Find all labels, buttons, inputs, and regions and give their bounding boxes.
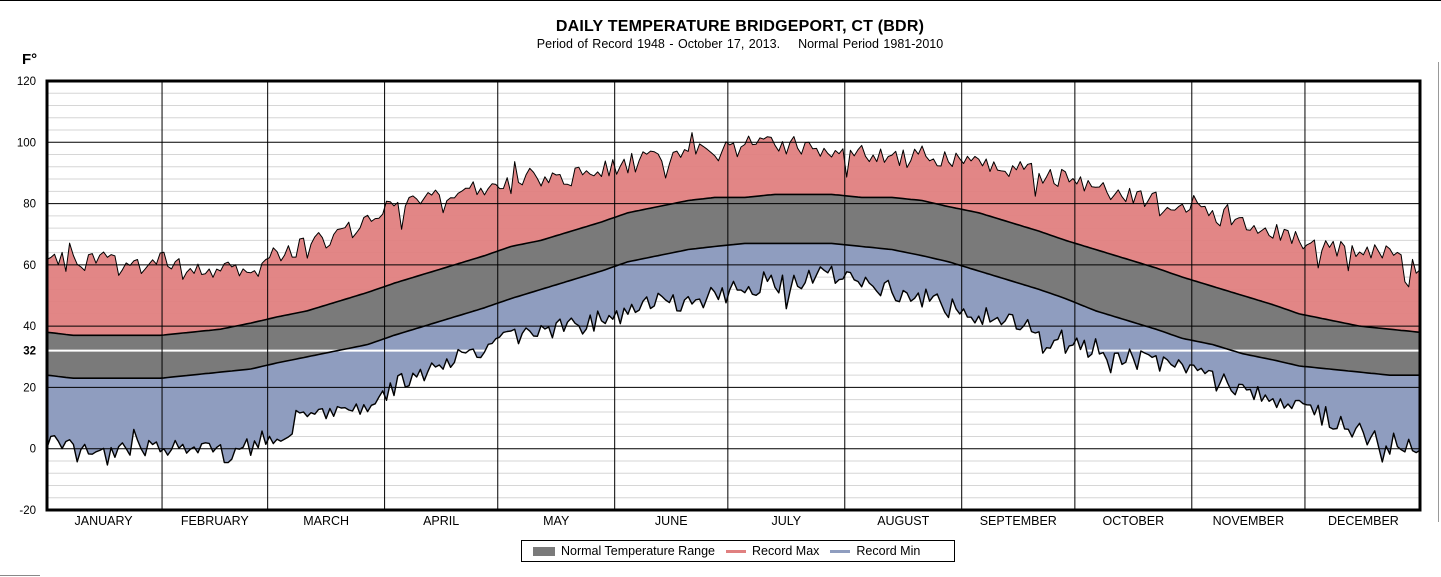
legend-item-normal-range: Normal Temperature Range: [533, 544, 715, 558]
legend-item-record-min: Record Min: [830, 544, 920, 558]
chart-title: DAILY TEMPERATURE BRIDGEPORT, CT (BDR): [555, 18, 925, 35]
normal-range-area: [47, 194, 1420, 379]
month-label: JUNE: [655, 514, 688, 528]
y-tick-label: 40: [23, 321, 36, 333]
legend-swatch-normal-range: [533, 546, 555, 556]
y-tick-label: 80: [23, 199, 36, 211]
y-tick-label: 120: [17, 76, 36, 88]
x-axis-month-labels: JANUARY FEBRUARY MARCH APRIL MAY JUNE JULY AUGU…: [75, 514, 1399, 528]
record-max-line: [46, 132, 1421, 288]
month-label: AUGUST: [877, 514, 929, 528]
normal-high-line: [46, 193, 1421, 337]
right-edge-line: [1438, 62, 1439, 522]
y-axis-unit-label: F°: [22, 51, 38, 68]
legend-item-record-max: Record Max: [726, 544, 819, 558]
record-min-line: [46, 265, 1421, 466]
chart-lines: [46, 132, 1421, 466]
month-label: NOVEMBER: [1213, 514, 1285, 528]
y-axis-ticks: -20 0 20 40 60 80 100 120 32: [17, 76, 36, 517]
legend-swatch-record-min: [830, 549, 851, 553]
y-tick-label: 20: [23, 382, 36, 394]
month-label: APRIL: [423, 514, 459, 528]
y-tick-label: 100: [17, 137, 36, 149]
y-tick-label: 60: [23, 260, 36, 272]
legend-label-record-min: Record Min: [856, 544, 921, 558]
month-label: JULY: [771, 514, 801, 528]
month-label: DECEMBER: [1328, 514, 1399, 528]
month-label: MARCH: [303, 514, 349, 528]
y-tick-label: 0: [30, 444, 36, 456]
legend-label-record-max: Record Max: [752, 544, 820, 558]
month-label: JANUARY: [75, 514, 134, 528]
month-label: SEPTEMBER: [980, 514, 1057, 528]
legend-label-normal-range: Normal Temperature Range: [561, 544, 716, 558]
normal-low-line: [46, 242, 1420, 380]
subtitle-period-of-record: Period of Record 1948 - October 17, 2013…: [536, 37, 781, 51]
month-label: FEBRUARY: [181, 514, 250, 528]
chart-areas: [47, 132, 1420, 465]
plot-frame: [45, 79, 1422, 512]
chart-legend: Normal Temperature Range Record Max Reco…: [521, 540, 955, 562]
record-max-area: [47, 132, 1420, 336]
chart-subtitle: Period of Record 1948 - October 17, 2013…: [0, 37, 1441, 51]
month-label: OCTOBER: [1103, 514, 1165, 528]
subtitle-normal-period: Normal Period 1981-2010: [798, 37, 944, 51]
y-tick-label-freezing: 32: [23, 346, 36, 358]
month-label: MAY: [543, 514, 570, 528]
legend-swatch-record-max: [726, 549, 747, 553]
y-tick-label: -20: [19, 505, 36, 517]
top-border-line: [0, 0, 1441, 1]
corner-mark: [0, 575, 40, 576]
